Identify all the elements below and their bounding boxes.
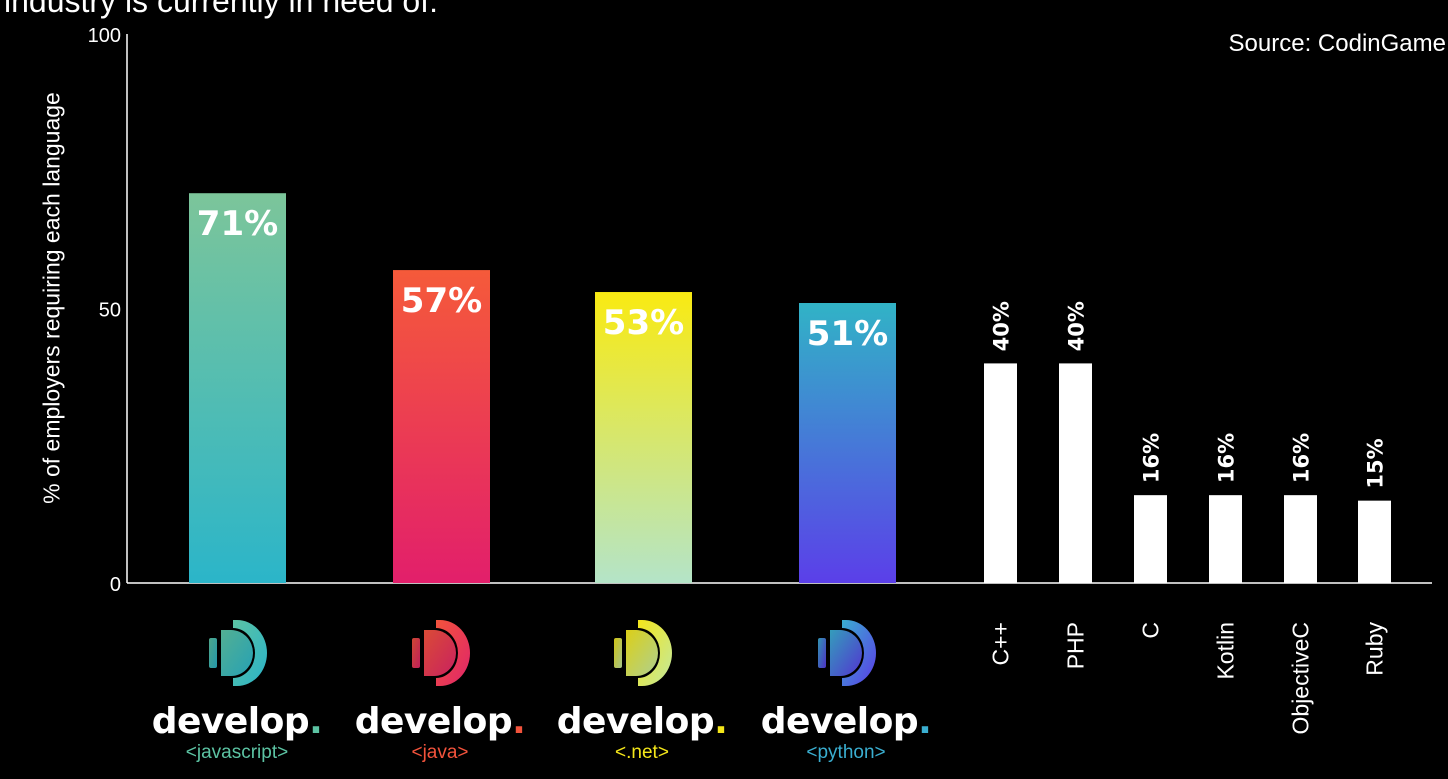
logo-dot: .	[512, 701, 526, 742]
x-tick-label: ObjectiveC	[1288, 622, 1314, 734]
logo-word: develop	[556, 701, 715, 742]
value-label: 57%	[401, 281, 482, 321]
logo-net: develop. <.net>	[542, 618, 742, 764]
bar-ruby	[1358, 500, 1391, 583]
value-label: 71%	[197, 204, 278, 244]
develop-mark-icon	[412, 620, 470, 686]
x-tick-labels: C++ PHP C Kotlin ObjectiveC Ruby	[988, 622, 1388, 735]
logo-mark-outer	[842, 620, 876, 686]
value-label: 16%	[1140, 433, 1164, 483]
logo-mark-bar	[614, 638, 622, 668]
develop-mark-icon	[818, 620, 876, 686]
logo-tag: <python>	[806, 742, 886, 763]
bar-net	[595, 292, 692, 583]
bar-c	[1134, 495, 1167, 583]
logo-mark-outer	[233, 620, 267, 686]
value-label: 53%	[603, 303, 684, 343]
x-tick-label: PHP	[1063, 622, 1089, 669]
bar-python	[799, 303, 896, 583]
y-tick-label: 100	[88, 25, 121, 47]
bar-c	[984, 363, 1017, 583]
logo-mark-outer	[436, 620, 470, 686]
logo-dot: .	[309, 701, 323, 742]
value-label: 16%	[1290, 433, 1314, 483]
bar-java	[393, 270, 490, 583]
y-tick-label: 0	[110, 574, 121, 596]
logo-java: develop. <java>	[340, 618, 540, 764]
y-tick-label: 50	[99, 300, 121, 322]
x-tick-label: C++	[988, 622, 1014, 665]
value-label: 51%	[807, 314, 888, 354]
value-label: 15%	[1364, 438, 1388, 488]
logo-mark-bar	[209, 638, 217, 668]
logo-dot: .	[918, 701, 932, 742]
logo-mark-bar	[412, 638, 420, 668]
logo-mark-inner	[830, 630, 862, 676]
bar-kotlin	[1209, 495, 1242, 583]
logo-tag: <.net>	[615, 742, 669, 763]
x-tick-label: Ruby	[1362, 622, 1388, 676]
logo-word: develop	[151, 701, 310, 742]
chart-title: industry is currently in need of:	[4, 0, 438, 19]
logo-word: develop	[760, 701, 919, 742]
x-tick-label: Kotlin	[1213, 622, 1239, 680]
bar-javascript	[189, 193, 286, 583]
logo-mark-inner	[424, 630, 456, 676]
logo-mark-inner	[221, 630, 253, 676]
value-label: 40%	[1065, 301, 1089, 351]
develop-mark-icon	[614, 620, 672, 686]
logo-dot: .	[714, 701, 728, 742]
x-tick-label: C	[1138, 622, 1164, 639]
bars	[189, 193, 1391, 583]
bar-php	[1059, 363, 1092, 583]
logo-mark-inner	[626, 630, 658, 676]
value-label: 16%	[1215, 433, 1239, 483]
logo-mark-bar	[818, 638, 826, 668]
logo-mark-outer	[638, 620, 672, 686]
bar-objectivec	[1284, 495, 1317, 583]
logo-tag: <java>	[411, 742, 469, 763]
logo-javascript: develop. <javascript>	[137, 618, 337, 764]
value-labels: 71% 57% 53% 51% 40% 40% 16% 16% 16% 15%	[197, 204, 1388, 488]
source-note: Source: CodinGame	[1228, 30, 1446, 57]
logo-python: develop. <python>	[746, 618, 946, 764]
develop-mark-icon	[209, 620, 267, 686]
logo-tag: <javascript>	[185, 742, 289, 763]
logo-word: develop	[354, 701, 513, 742]
value-label: 40%	[990, 301, 1014, 351]
